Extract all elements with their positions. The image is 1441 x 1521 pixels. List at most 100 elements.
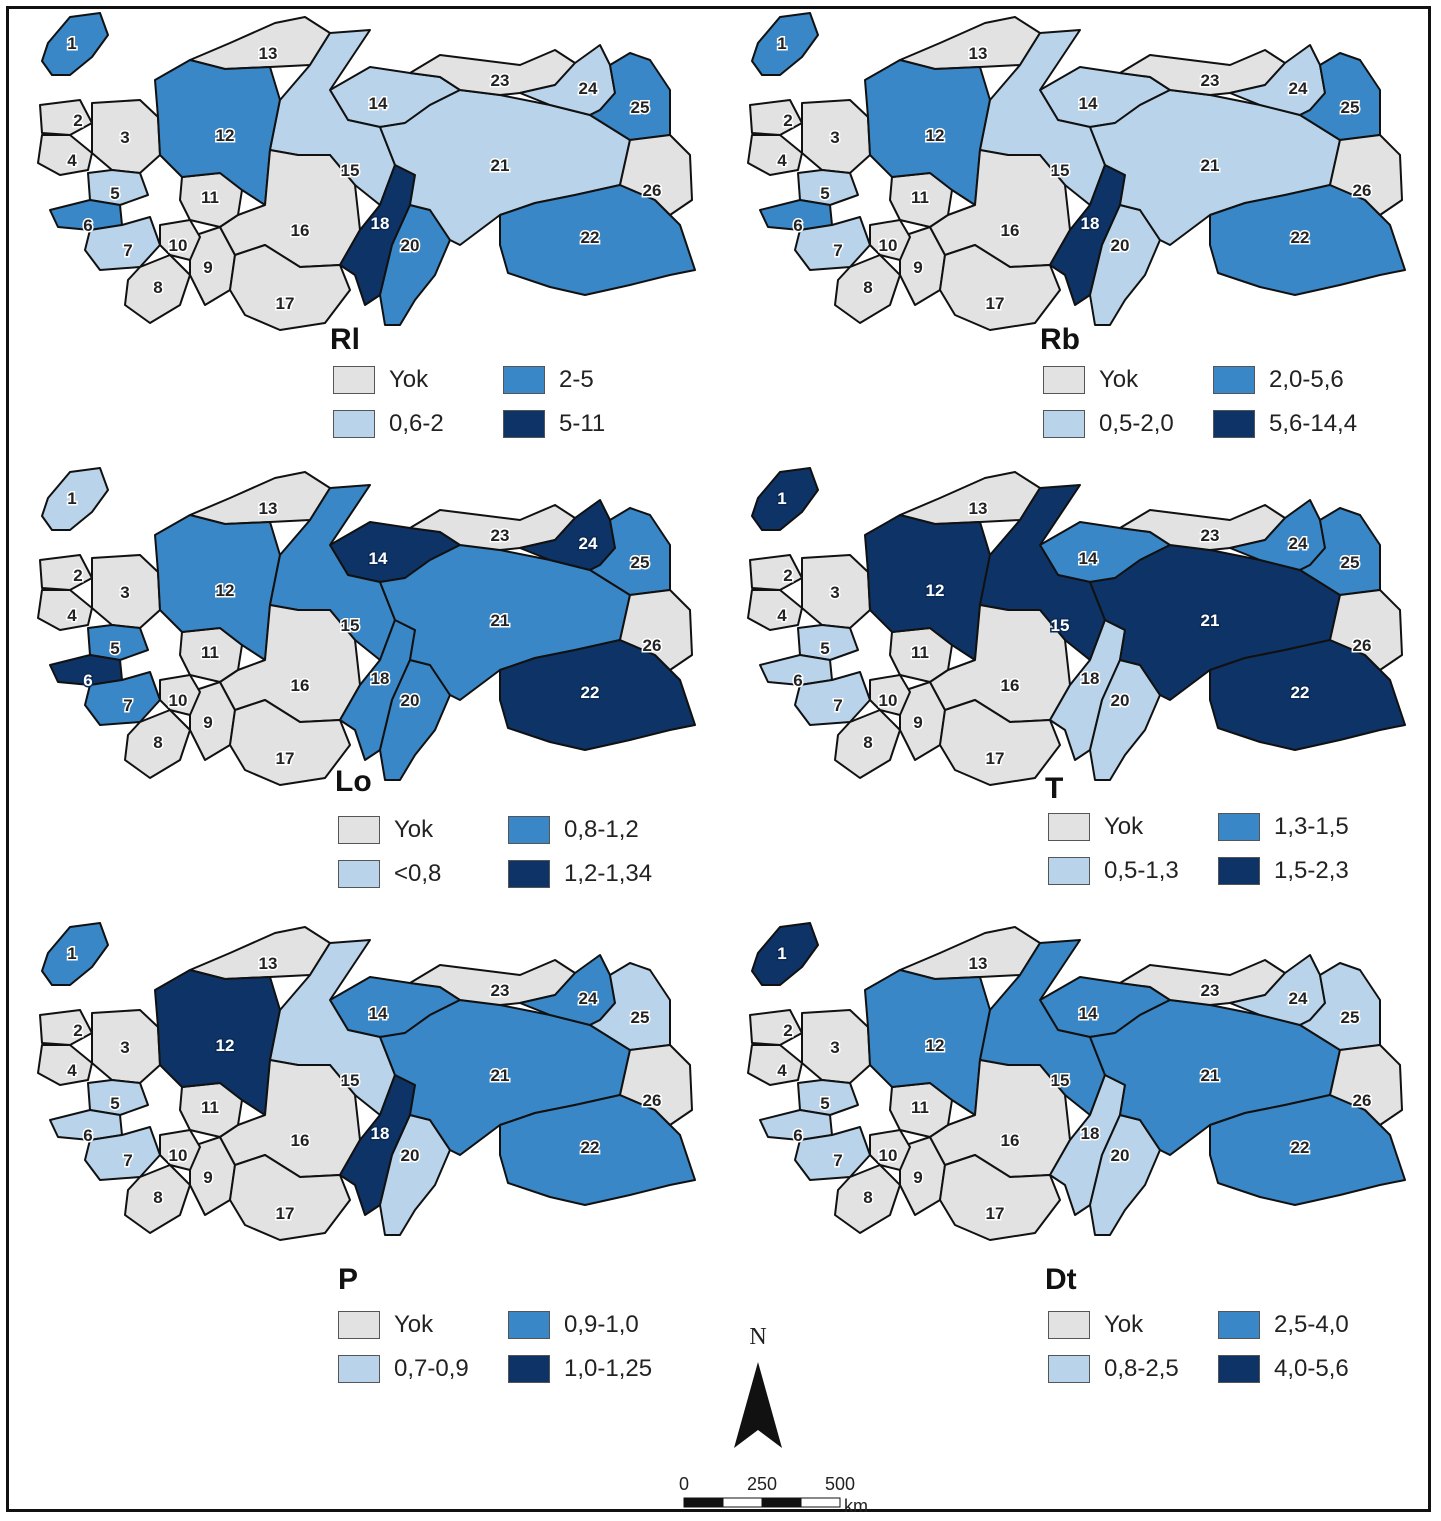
legend-item: 0,7-0,9 [338,1354,469,1384]
region-label-13: 13 [259,44,278,63]
region-label-15: 15 [1051,161,1070,180]
legend-label: 1,5-2,3 [1274,857,1349,884]
region-label-5: 5 [820,639,829,658]
region-label-14: 14 [1079,94,1098,113]
region-label-1: 1 [777,944,786,963]
scale-seg-3 [761,1497,802,1508]
legend-label: 0,6-2 [389,410,444,437]
region-label-3: 3 [120,1038,129,1057]
panel-label: Lo [335,765,372,798]
region-17 [229,1154,351,1241]
region-label-4: 4 [67,606,77,625]
region-label-15: 15 [1051,1071,1070,1090]
legend-swatch [1213,366,1255,394]
region-label-16: 16 [1001,1131,1020,1150]
scale-seg-4 [800,1497,841,1508]
region-label-3: 3 [830,128,839,147]
region-7 [84,1126,161,1181]
legend-label: Yok [1104,813,1144,840]
region-label-3: 3 [830,1038,839,1057]
region-1 [41,12,109,76]
region-1 [751,12,819,76]
region-2 [749,554,803,591]
region-label-4: 4 [67,1061,77,1080]
region-label-26: 26 [643,636,662,655]
region-label-21: 21 [1201,156,1220,175]
region-1 [41,922,109,986]
legend-swatch [1048,1311,1090,1339]
region-label-14: 14 [369,94,388,113]
legend-label: 0,5-2,0 [1099,410,1174,437]
panel-label: Rl [330,323,360,356]
legend-swatch [338,1355,380,1383]
region-label-7: 7 [123,241,132,260]
region-4 [747,1044,803,1086]
region-22 [1209,1094,1406,1206]
region-label-14: 14 [1079,1004,1098,1023]
region-label-6: 6 [793,671,802,690]
region-label-17: 17 [276,749,295,768]
region-label-25: 25 [1341,553,1360,572]
region-label-17: 17 [276,294,295,313]
region-label-21: 21 [491,1066,510,1085]
region-4 [37,134,93,176]
region-26 [1329,1044,1403,1126]
region-label-4: 4 [777,151,787,170]
legend-label: 2,0-5,6 [1269,366,1344,393]
region-label-14: 14 [1079,549,1098,568]
legend-item: 2,0-5,6 [1213,365,1344,395]
region-label-10: 10 [169,1146,188,1165]
region-label-10: 10 [169,691,188,710]
region-8 [124,709,191,779]
legend-item: 0,5-2,0 [1043,409,1174,439]
region-4 [37,1044,93,1086]
region-8 [124,1164,191,1234]
region-2 [39,554,93,591]
region-17 [229,244,351,331]
region-label-24: 24 [579,534,598,553]
legend-swatch [503,366,545,394]
legend-label: 5,6-14,4 [1269,410,1358,437]
panel-label: P [338,1263,359,1296]
region-label-22: 22 [581,228,600,247]
region-label-26: 26 [643,181,662,200]
region-label-2: 2 [783,111,792,130]
region-label-14: 14 [369,549,388,568]
region-label-9: 9 [203,713,212,732]
map-panel-rb: 1 13 2 3 4 5 6 7 8 9 10 11 12 14 15 16 17 18 20 21 22 23 24 25 2… [740,5,1440,495]
region-label-26: 26 [1353,636,1372,655]
region-1 [751,467,819,531]
region-2 [749,99,803,136]
region-label-11: 11 [201,643,219,662]
region-8 [834,709,901,779]
north-arrow: N [722,1320,802,1460]
legend-label: 1,2-1,34 [564,860,653,887]
legend-label: 2-5 [559,366,594,393]
region-label-13: 13 [259,954,278,973]
region-label-25: 25 [631,98,650,117]
region-22 [1209,639,1406,751]
legend: Yok 0,8-1,2 <0,8 1,2-1,34 [338,815,698,915]
region-label-13: 13 [969,44,988,63]
region-label-18: 18 [371,214,390,233]
legend-item: 1,3-1,5 [1218,812,1349,842]
region-label-8: 8 [153,733,162,752]
region-label-11: 11 [201,188,219,207]
legend-label: 2,5-4,0 [1274,1311,1349,1338]
region-8 [834,254,901,324]
region-label-22: 22 [1291,1138,1310,1157]
region-label-8: 8 [153,1188,162,1207]
scale-seg-2 [722,1497,763,1508]
map-panel-t: 1 13 2 3 4 5 6 7 8 9 10 11 12 14 15 16 17 18 20 21 22 23 24 25 2… [740,460,1440,950]
region-8 [834,1164,901,1234]
region-7 [84,216,161,271]
north-label: N [749,1324,766,1350]
region-label-22: 22 [1291,228,1310,247]
map-panel-dt: 1 13 2 3 4 5 6 7 8 9 10 11 12 14 15 16 17 18 20 21 22 23 24 25 2… [740,915,1440,1405]
region-label-25: 25 [1341,98,1360,117]
region-label-9: 9 [913,1168,922,1187]
region-label-14: 14 [369,1004,388,1023]
region-label-10: 10 [879,1146,898,1165]
